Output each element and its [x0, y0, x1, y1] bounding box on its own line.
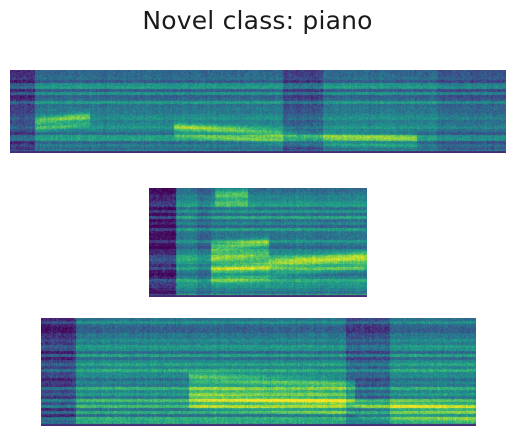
spectrogram-1	[10, 70, 506, 153]
spectrogram-2-canvas	[149, 188, 367, 297]
spectrogram-3	[41, 318, 476, 426]
spectrogram-3-canvas	[41, 318, 476, 426]
spectrogram-2	[149, 188, 367, 297]
spectrogram-1-canvas	[10, 70, 506, 153]
figure-title: Novel class: piano	[142, 6, 373, 35]
